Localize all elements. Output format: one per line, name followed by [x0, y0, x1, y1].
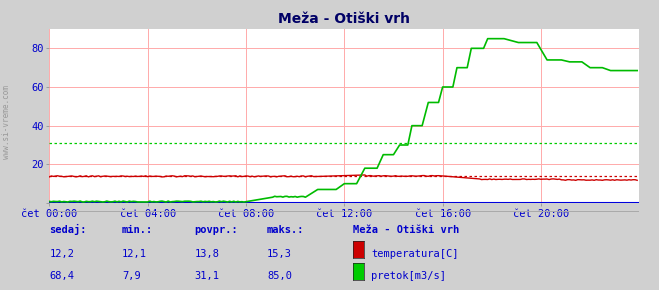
Text: pretok[m3/s]: pretok[m3/s]: [371, 271, 446, 281]
Text: 12,1: 12,1: [122, 249, 147, 259]
Text: www.si-vreme.com: www.si-vreme.com: [2, 85, 11, 159]
Text: maks.:: maks.:: [267, 225, 304, 235]
Text: 68,4: 68,4: [49, 271, 74, 281]
Text: 7,9: 7,9: [122, 271, 140, 281]
Text: 12,2: 12,2: [49, 249, 74, 259]
Title: Meža - Otiški vrh: Meža - Otiški vrh: [278, 12, 411, 26]
Text: 85,0: 85,0: [267, 271, 292, 281]
Text: temperatura[C]: temperatura[C]: [371, 249, 459, 259]
Text: min.:: min.:: [122, 225, 153, 235]
Text: 15,3: 15,3: [267, 249, 292, 259]
Text: sedaj:: sedaj:: [49, 224, 87, 235]
Text: 13,8: 13,8: [194, 249, 219, 259]
Text: Meža - Otiški vrh: Meža - Otiški vrh: [353, 225, 459, 235]
Text: povpr.:: povpr.:: [194, 225, 238, 235]
Text: 31,1: 31,1: [194, 271, 219, 281]
